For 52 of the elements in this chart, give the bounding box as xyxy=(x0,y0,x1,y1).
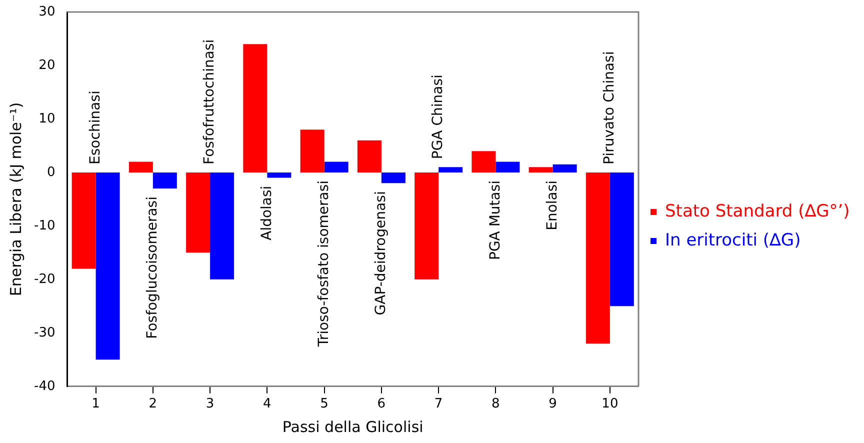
annotation: Esochinasi xyxy=(87,90,104,164)
x-tick-label: 7 xyxy=(434,396,443,412)
x-tick-label: 3 xyxy=(206,396,214,412)
y-tick-label: 0 xyxy=(46,164,56,180)
x-tick-label: 5 xyxy=(320,396,328,412)
y-tick-label: 20 xyxy=(38,58,56,73)
x-tick-label: 1 xyxy=(92,396,100,412)
bar xyxy=(267,172,292,178)
bar xyxy=(186,172,210,253)
bar xyxy=(128,162,153,172)
bar xyxy=(357,140,382,172)
x-tick-label: 9 xyxy=(548,396,557,412)
bar xyxy=(414,172,439,280)
annotation: Fosfoglucoisomerasi xyxy=(144,196,161,339)
bar xyxy=(528,167,553,172)
bar xyxy=(472,151,496,172)
bar xyxy=(438,167,463,172)
x-tick-label: 10 xyxy=(602,396,618,412)
annotation: Trioso-fosfato isomerasi xyxy=(316,180,332,348)
bar xyxy=(496,162,520,172)
annotation: Piruvato Chinasi xyxy=(602,51,618,164)
bar xyxy=(324,162,348,172)
bar xyxy=(586,172,610,344)
bar xyxy=(72,172,96,269)
annotation: PGA Mutasi xyxy=(487,180,504,260)
x-axis-title: Passi della Glicolisi xyxy=(282,418,424,436)
bar xyxy=(210,172,234,280)
bar xyxy=(243,44,268,172)
legend-label: Stato Standard (∆G°’) xyxy=(665,201,850,222)
annotation: PGA Chinasi xyxy=(430,74,446,160)
x-tick-label: 2 xyxy=(148,396,158,412)
annotation: GAP-deidrogenasi xyxy=(373,191,390,316)
bar xyxy=(552,164,577,172)
y-tick-label: -40 xyxy=(34,378,56,394)
y-tick-label: 10 xyxy=(38,111,56,126)
x-tick-label: 4 xyxy=(263,396,272,412)
bar xyxy=(152,172,177,189)
bar xyxy=(381,172,406,184)
annotation: Aldolasi xyxy=(258,186,275,240)
annotation: Enolasi xyxy=(544,180,560,230)
y-tick-label: -20 xyxy=(34,272,56,287)
legend-label: In eritrociti (∆G) xyxy=(665,230,801,250)
bar xyxy=(96,172,120,360)
y-tick-label: 30 xyxy=(38,4,56,20)
x-tick-label: 6 xyxy=(377,396,386,412)
bar xyxy=(610,172,634,306)
annotation: Fosfofruttochinasi xyxy=(202,39,218,164)
bar xyxy=(300,130,324,172)
y-axis-title: Energia Libera (kJ mole⁻¹) xyxy=(6,102,25,296)
y-tick-label: -10 xyxy=(34,218,56,234)
x-tick-label: 8 xyxy=(492,396,500,412)
y-tick-label: -30 xyxy=(34,325,56,340)
